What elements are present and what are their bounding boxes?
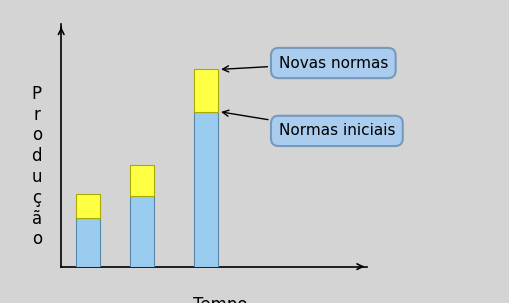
- Text: Normas iniciais: Normas iniciais: [222, 110, 394, 138]
- Text: Novas normas: Novas normas: [222, 55, 387, 72]
- Bar: [129, 165, 154, 195]
- Bar: [76, 218, 100, 267]
- Bar: [76, 194, 100, 218]
- Bar: [194, 112, 218, 267]
- Text: Tempo: Tempo: [193, 296, 247, 303]
- Text: P
r
o
d
u
ç
ã
o: P r o d u ç ã o: [32, 85, 42, 248]
- Bar: [194, 69, 218, 112]
- Bar: [129, 195, 154, 267]
